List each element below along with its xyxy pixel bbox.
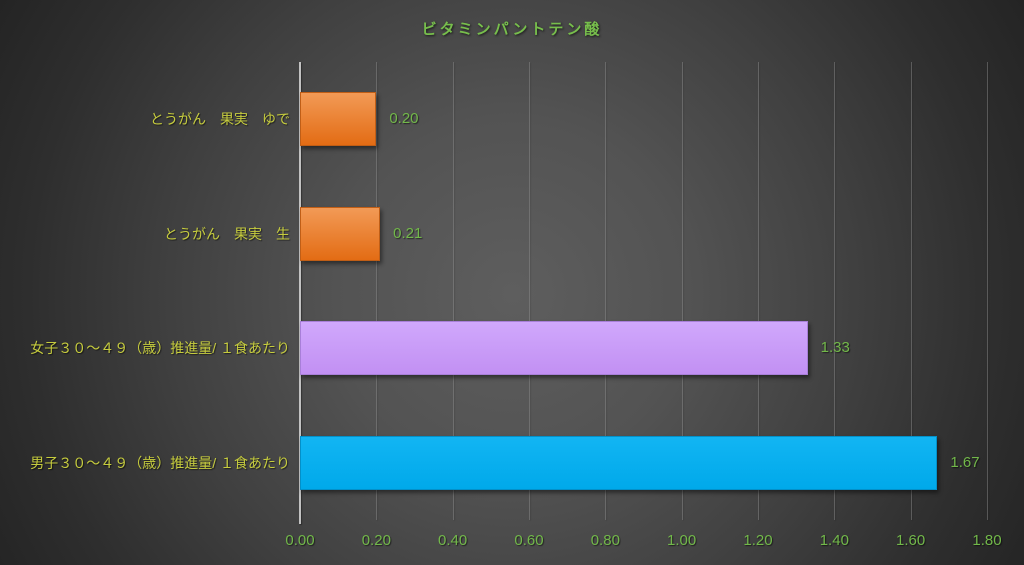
x-axis-tick-label: 1.00 xyxy=(667,532,697,549)
x-gridline xyxy=(376,62,378,520)
x-gridline xyxy=(910,62,912,520)
data-bar-purple xyxy=(300,321,808,376)
x-axis-tick-label: 1.20 xyxy=(743,532,773,549)
value-label: 0.20 xyxy=(389,110,419,128)
x-axis-tick-label: 0.00 xyxy=(285,532,315,549)
category-label: 男子３０～４９（歳）推進量/ １食あたり xyxy=(30,454,290,471)
x-axis-tick-label: 1.40 xyxy=(819,532,849,549)
category-label: 女子３０～４９（歳）推進量/ １食あたり xyxy=(30,340,290,357)
x-gridline xyxy=(681,62,683,520)
x-gridline xyxy=(834,62,836,520)
x-axis-tick-label: 1.80 xyxy=(972,532,1002,549)
data-bar-blue xyxy=(300,435,938,490)
x-gridline xyxy=(987,62,988,520)
value-label: 1.33 xyxy=(820,339,850,357)
value-label: 1.67 xyxy=(950,453,980,471)
x-gridline xyxy=(605,62,607,520)
x-axis-tick-label: 0.40 xyxy=(438,532,468,549)
x-gridline xyxy=(758,62,759,520)
category-label: とうがん 果実 生 xyxy=(164,225,290,242)
y-axis-line xyxy=(299,62,301,524)
value-label: 0.21 xyxy=(393,224,423,242)
data-bar-orange xyxy=(300,92,377,147)
category-label: とうがん 果実 ゆで xyxy=(150,111,290,128)
data-bar-orange xyxy=(300,206,381,261)
x-axis-tick-label: 0.20 xyxy=(361,532,391,549)
x-axis-tick-label: 0.60 xyxy=(514,532,544,549)
x-axis-tick-label: 1.60 xyxy=(896,532,926,549)
x-gridline xyxy=(529,62,530,520)
chart-title: ビタミンパントテン酸 xyxy=(421,21,603,38)
x-axis-tick-label: 0.80 xyxy=(590,532,620,549)
x-gridline xyxy=(452,62,454,520)
